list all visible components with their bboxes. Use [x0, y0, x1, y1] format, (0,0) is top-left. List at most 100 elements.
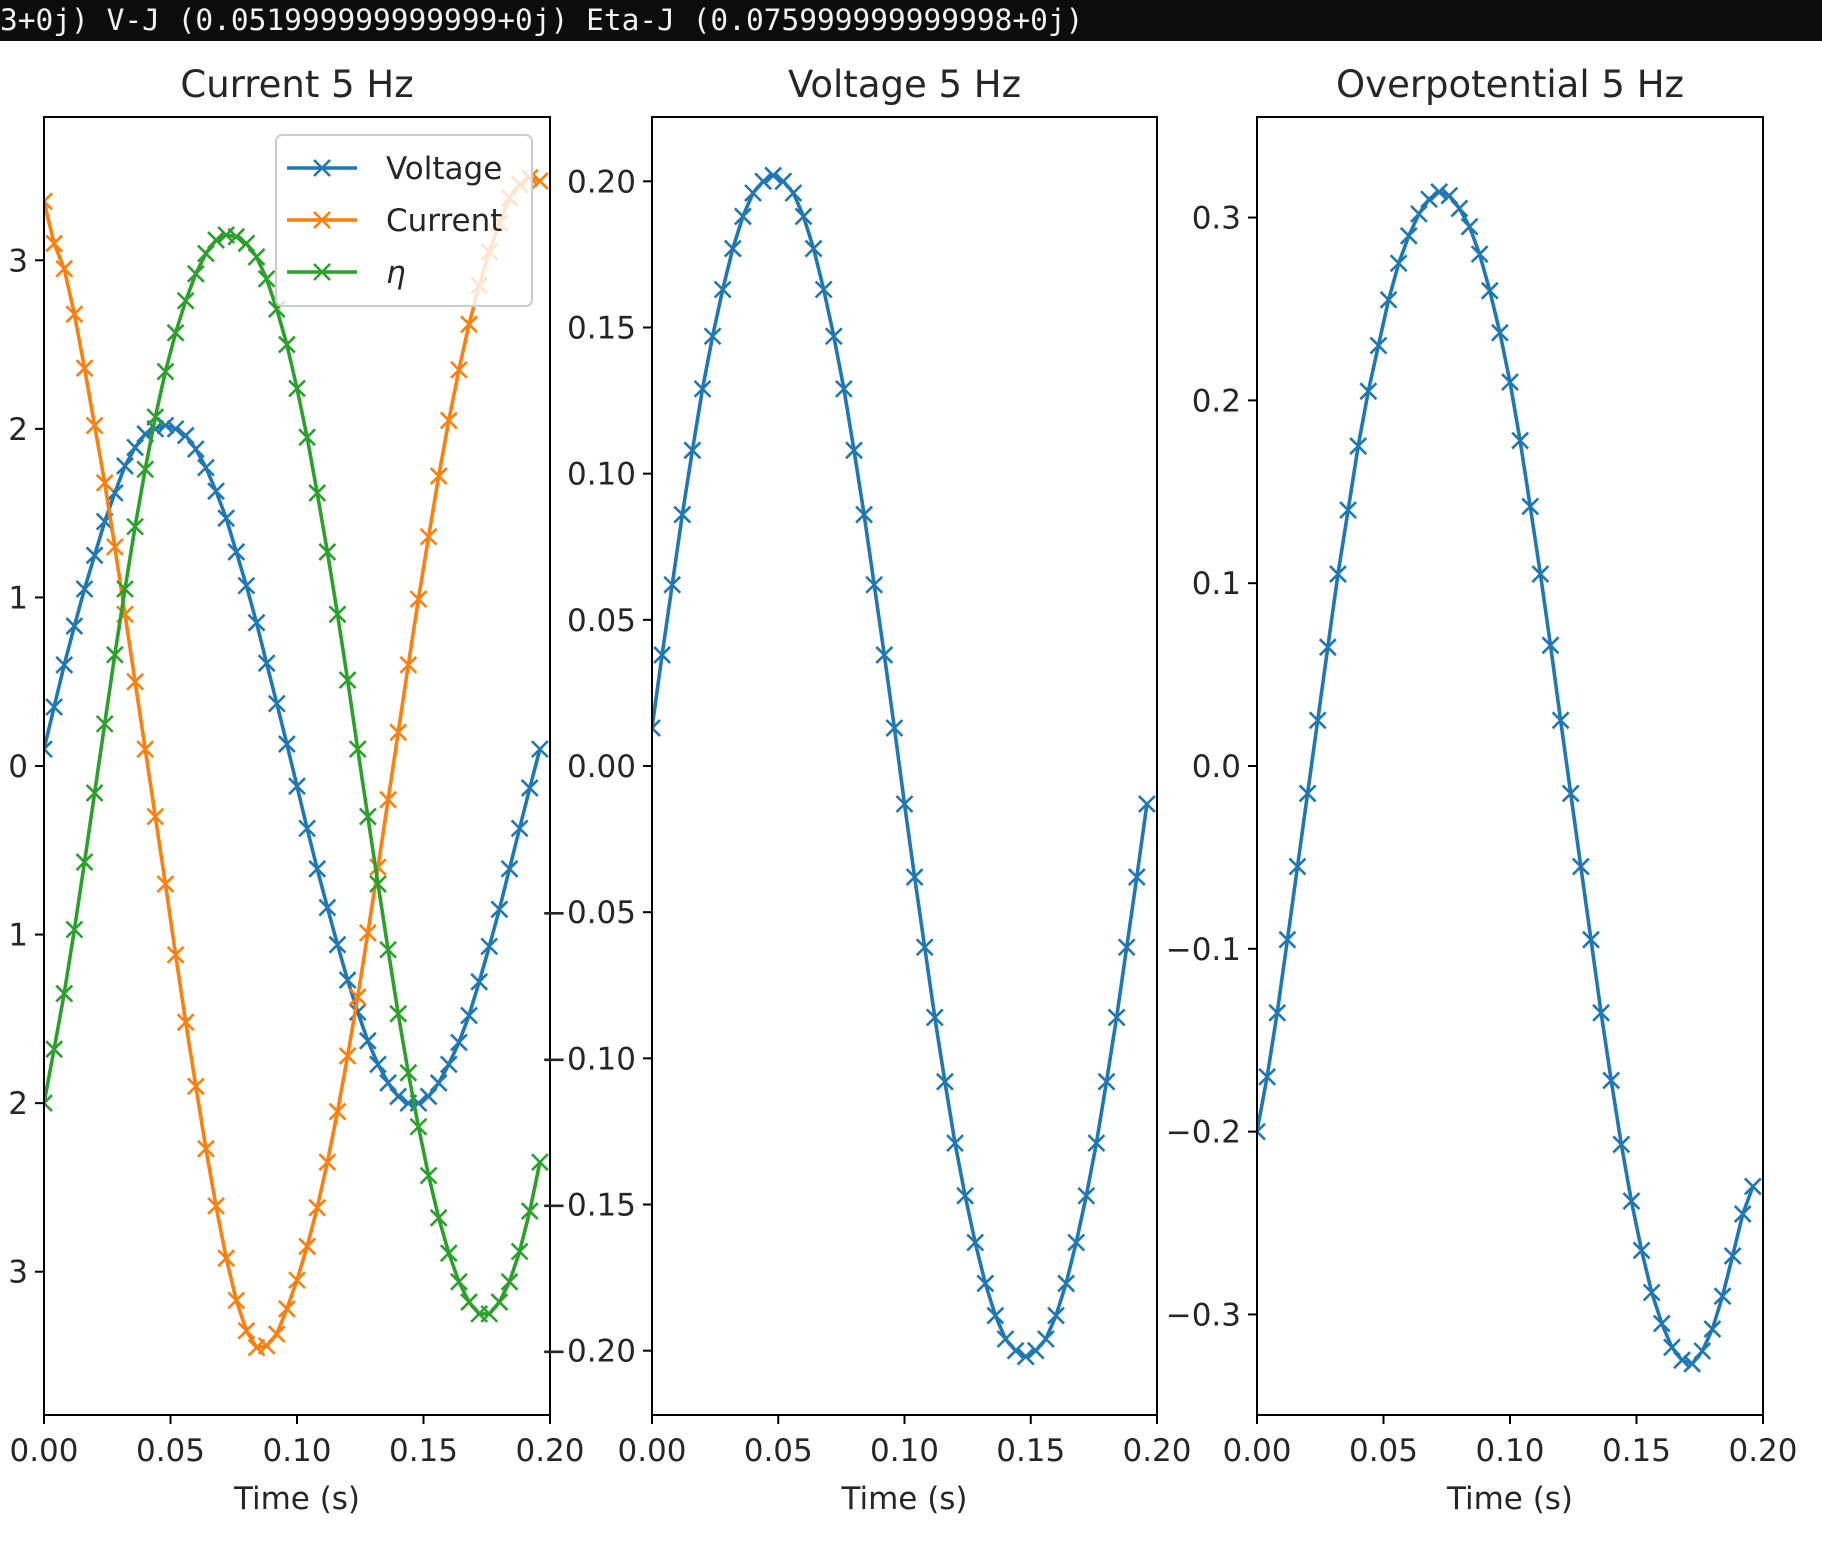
y-tick-label: 0.1	[1192, 566, 1241, 602]
data-point-marker	[1571, 857, 1590, 876]
data-point-marker	[510, 1242, 529, 1261]
y-tick-label: −0.05	[541, 895, 636, 931]
data-point-marker	[277, 1299, 296, 1318]
data-point-marker	[126, 517, 144, 536]
data-point-marker	[520, 778, 539, 797]
data-point-marker	[946, 1134, 964, 1153]
data-point-marker	[156, 875, 175, 893]
data-point-marker	[105, 645, 124, 664]
data-point-marker	[1673, 1351, 1691, 1370]
y-tick-label: 0.0	[1192, 749, 1241, 785]
y-tick-label: 0.2	[1192, 383, 1241, 419]
data-point-marker	[1622, 1192, 1641, 1211]
data-point-marker	[338, 1047, 357, 1065]
data-point-marker	[267, 1325, 286, 1344]
x-tick-label: 0.20	[1122, 1433, 1191, 1469]
data-point-marker	[652, 719, 661, 737]
data-point-marker	[1308, 711, 1327, 730]
data-point-marker	[379, 940, 397, 959]
data-point-marker	[176, 291, 195, 310]
data-point-marker	[1057, 1274, 1076, 1293]
data-point-marker	[966, 1233, 985, 1252]
x-tick-label: 0.05	[1349, 1433, 1418, 1469]
data-point-marker	[1349, 437, 1368, 455]
data-point-marker	[450, 1033, 468, 1052]
data-point-marker	[197, 1139, 215, 1158]
data-point-marker	[116, 457, 134, 475]
data-point-marker	[207, 482, 225, 501]
series-line--	[44, 233, 542, 1316]
data-point-marker	[1723, 1247, 1742, 1265]
data-point-marker	[834, 379, 853, 398]
data-point-marker	[1077, 1186, 1096, 1205]
x-tick-label: 0.05	[744, 1433, 813, 1469]
data-point-marker	[288, 777, 306, 796]
y-tick-label: −0.10	[541, 1041, 636, 1077]
data-point-marker	[1561, 784, 1580, 803]
y-tick-label: 2	[8, 412, 28, 448]
data-point-marker	[85, 784, 104, 802]
data-point-marker	[44, 192, 53, 211]
data-point-marker	[1107, 1008, 1126, 1027]
data-point-marker	[693, 379, 712, 398]
y-tick-label: −0.15	[541, 1188, 636, 1224]
data-point-marker	[915, 938, 934, 957]
data-point-marker	[379, 790, 397, 809]
legend-entry-label: η	[386, 255, 406, 291]
data-point-marker	[1036, 1330, 1055, 1348]
data-point-marker	[288, 379, 306, 398]
data-point-marker	[1006, 1341, 1025, 1360]
data-point-marker	[1379, 290, 1398, 309]
legend: Voltage Current η	[275, 134, 533, 307]
chart-panel-1: 0.00 0.05 0.10 0.15 0.20 3 2 1 0 1 2 3 Current 5 Hz T…	[8, 63, 584, 1517]
data-point-marker	[490, 900, 509, 919]
data-point-marker	[237, 1321, 256, 1340]
data-point-marker	[510, 819, 529, 838]
y-tick-label: 1	[8, 918, 28, 954]
data-point-marker	[247, 613, 266, 632]
data-point-marker	[935, 1072, 954, 1091]
data-point-marker	[520, 1202, 539, 1220]
plot-area	[44, 168, 549, 1357]
data-point-marker	[358, 1031, 377, 1050]
data-point-marker	[1480, 281, 1499, 300]
x-axis-label: Time (s)	[233, 1481, 360, 1517]
chart-title: Voltage 5 Hz	[788, 63, 1021, 106]
data-point-marker	[75, 580, 94, 598]
data-point-marker	[55, 984, 74, 1003]
data-point-marker	[176, 1013, 195, 1032]
data-point-marker	[1460, 217, 1479, 236]
x-tick-label: 0.00	[9, 1433, 78, 1469]
data-point-marker	[1258, 1067, 1277, 1086]
data-point-marker	[530, 740, 549, 759]
data-point-marker	[409, 590, 428, 609]
data-point-marker	[186, 440, 205, 459]
console-output-bar: 3+0j) V-J (0.051999999999999+0j) Eta-J (…	[0, 0, 1822, 41]
data-point-marker	[126, 672, 144, 691]
data-point-marker	[227, 1291, 246, 1310]
data-point-marker	[530, 172, 549, 190]
x-tick-label: 0.05	[136, 1433, 205, 1469]
data-point-marker	[460, 1006, 478, 1025]
data-point-marker	[379, 1073, 397, 1092]
data-point-marker	[1541, 636, 1560, 655]
data-point-marker	[348, 988, 367, 1006]
data-point-marker	[116, 580, 134, 598]
y-tick-label: 0.05	[567, 603, 636, 639]
data-point-marker	[450, 360, 468, 379]
data-point-marker	[1067, 1233, 1086, 1252]
data-point-marker	[389, 1004, 408, 1023]
data-point-marker	[1117, 938, 1136, 957]
data-point-marker	[1440, 186, 1459, 205]
legend-entry-label: Current	[386, 203, 502, 239]
data-point-marker	[845, 441, 863, 460]
data-point-marker	[905, 868, 924, 887]
data-point-marker	[55, 655, 74, 674]
data-point-marker	[1490, 323, 1509, 342]
data-point-marker	[490, 1293, 509, 1311]
data-point-marker	[429, 1073, 448, 1092]
legend-marker-sample	[313, 159, 331, 177]
data-point-marker	[85, 546, 104, 565]
data-point-marker	[1521, 497, 1540, 516]
data-point-marker	[925, 1008, 944, 1027]
